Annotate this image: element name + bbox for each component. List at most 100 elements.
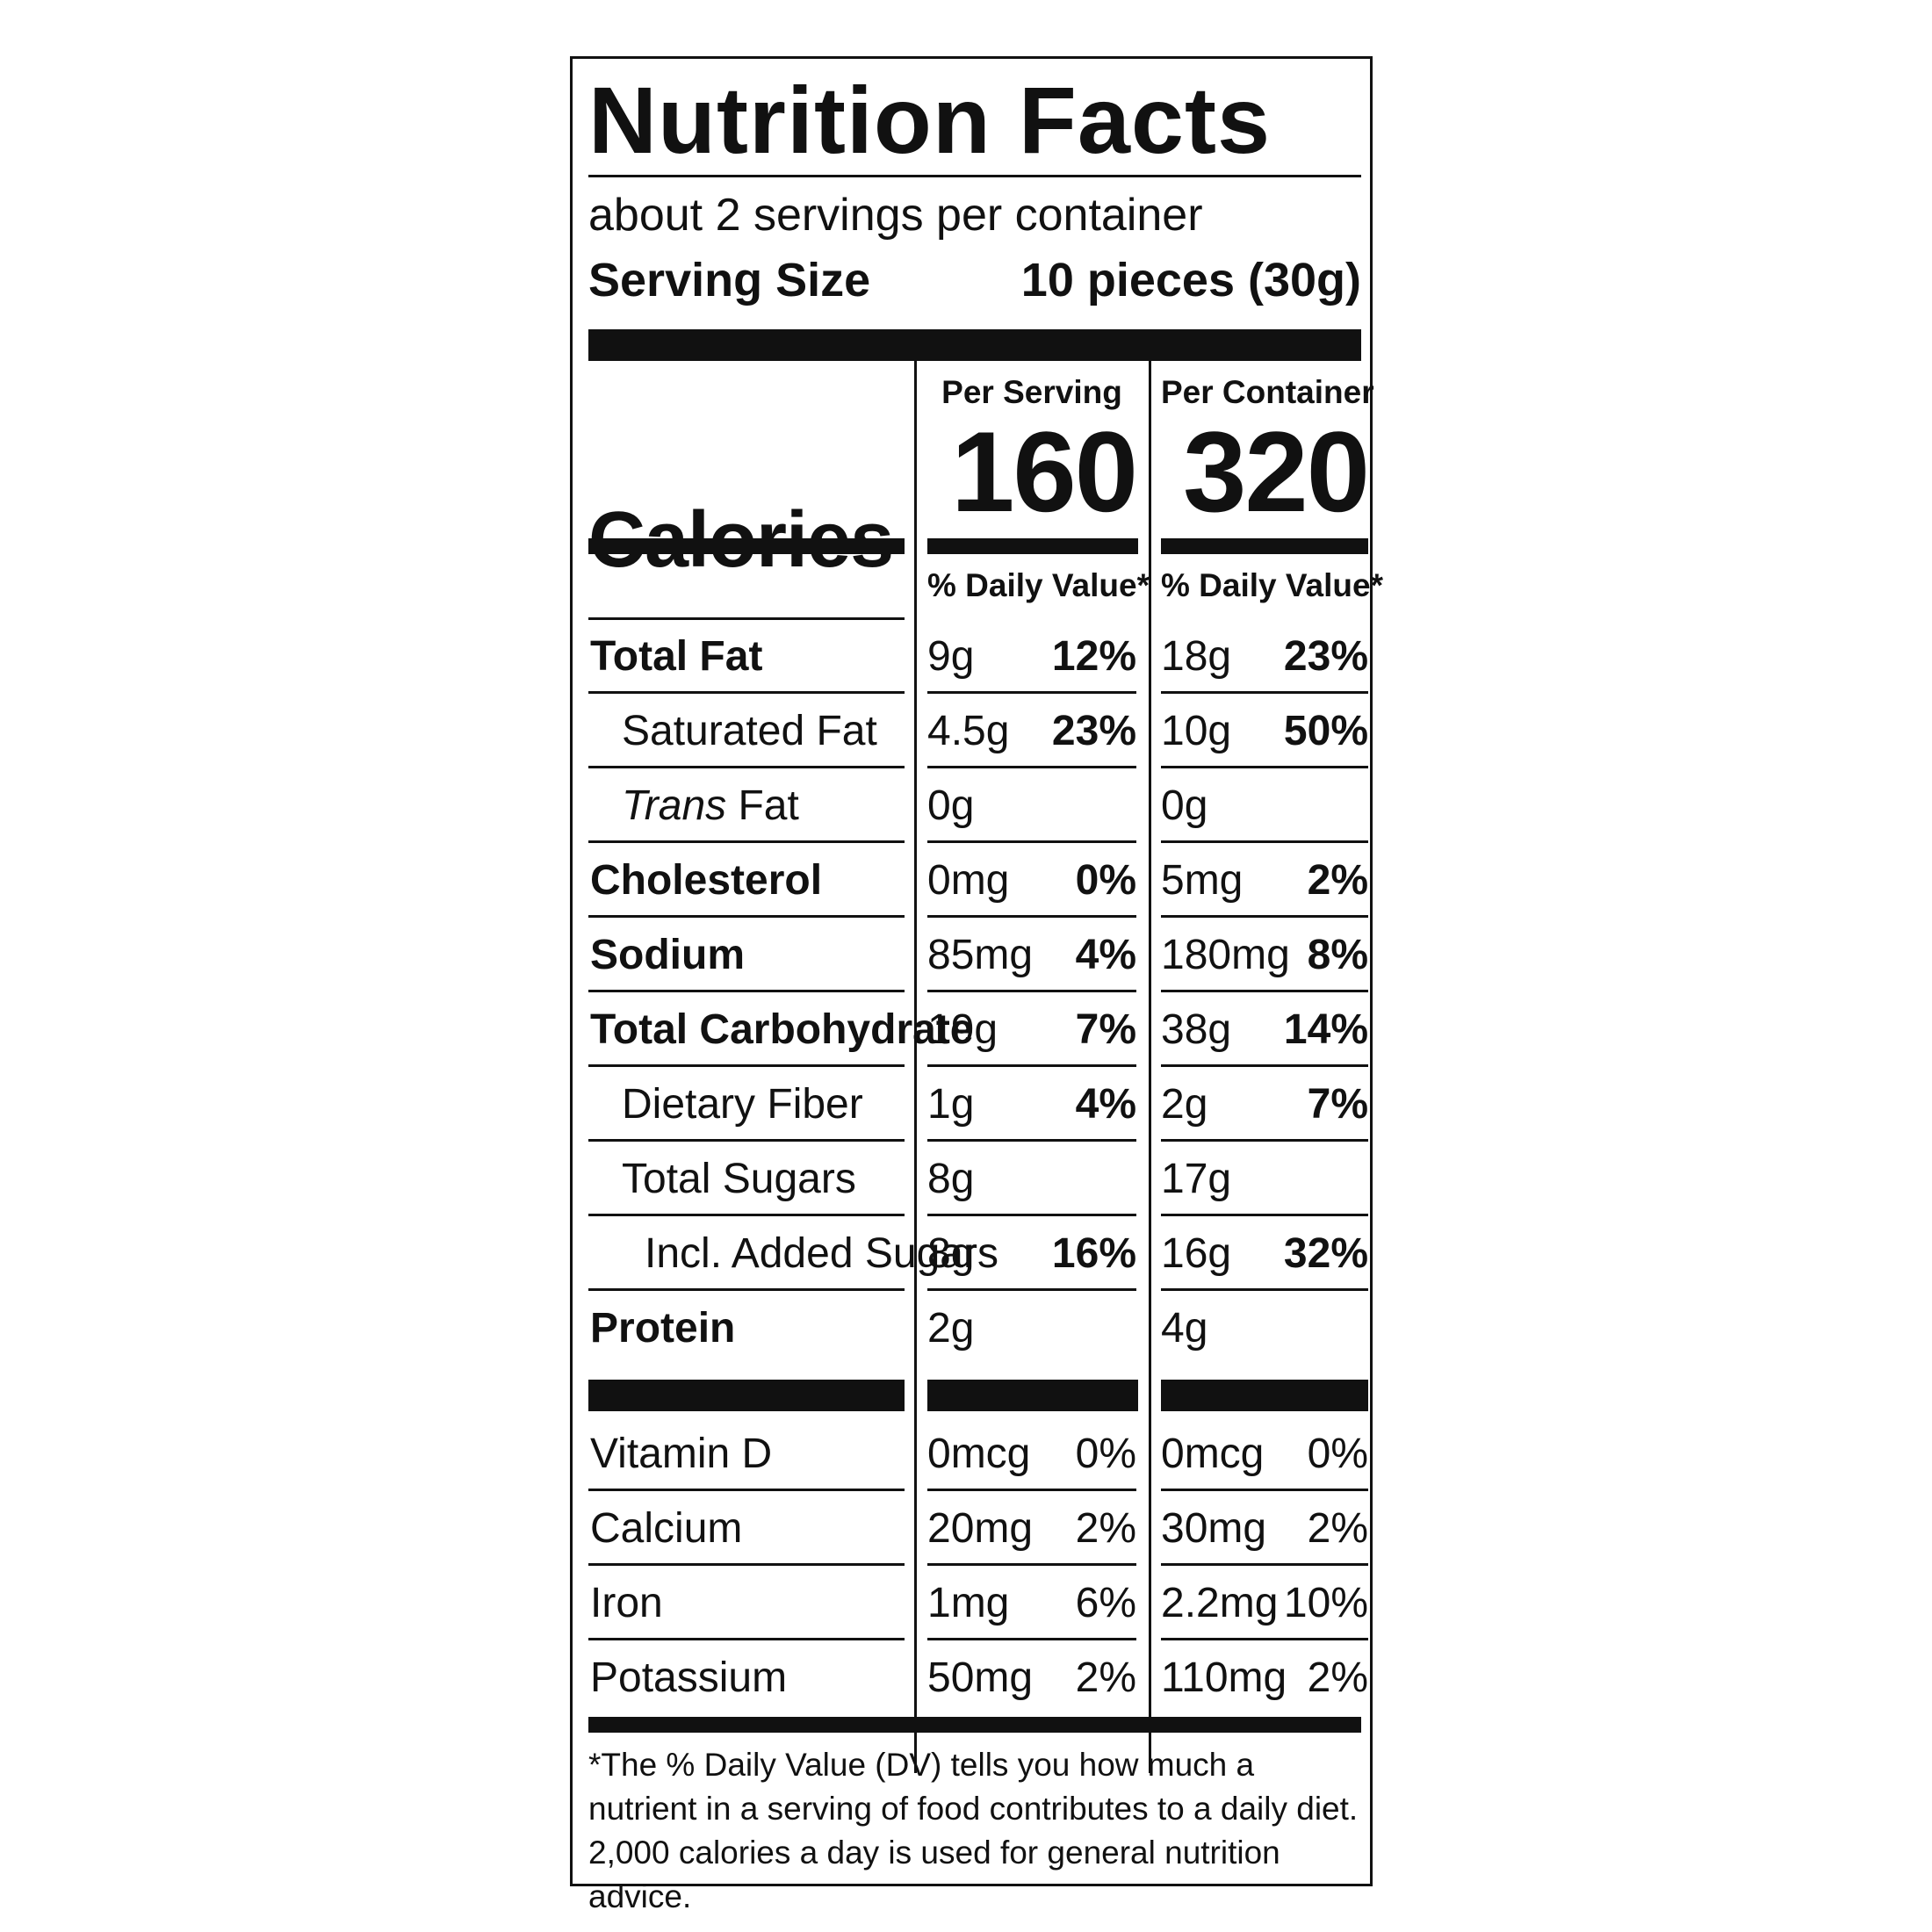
row-divider: [927, 840, 1136, 843]
calories-bar-right: [1161, 538, 1368, 554]
container-dv: 2%: [1307, 1505, 1368, 1552]
row-divider: [588, 617, 905, 620]
row-divider: [927, 1638, 1136, 1640]
row-divider: [588, 840, 905, 843]
container-amount: 110mg: [1161, 1654, 1287, 1701]
nutrient-row: Saturated Fat 4.5g 23% 10g 50%: [573, 694, 1370, 768]
container-amount: 180mg: [1161, 932, 1290, 978]
nutrient-name: Calcium: [590, 1505, 743, 1552]
servings-per-container: about 2 servings per container: [588, 190, 1203, 241]
nutrient-row: Dietary Fiber 1g 4% 2g 7%: [573, 1067, 1370, 1142]
serving-dv: 0%: [1075, 857, 1136, 904]
serving-dv: 16%: [1051, 1230, 1136, 1277]
container-amount: 17g: [1161, 1156, 1232, 1202]
micronutrient-row: Potassium 50mg 2% 110mg 2%: [573, 1640, 1370, 1715]
row-divider: [927, 1139, 1136, 1142]
row-divider: [927, 990, 1136, 992]
nutrient-name: Total Sugars: [622, 1156, 856, 1202]
thick-divider-middle: [927, 1380, 1138, 1411]
nutrient-row: Total Sugars 8g 17g: [573, 1142, 1370, 1216]
nutrient-name-rest: Fat: [738, 782, 799, 829]
column-divider-left: [914, 361, 917, 1773]
label-title: Nutrition Facts: [588, 67, 1272, 173]
row-divider: [1161, 1563, 1368, 1566]
serving-amount: 20mg: [927, 1505, 1034, 1552]
row-divider: [588, 1214, 905, 1216]
container-dv: 14%: [1283, 1006, 1368, 1053]
row-divider: [588, 766, 905, 768]
container-amount: 38g: [1161, 1006, 1232, 1053]
nutrient-row: Total Carbohydrate 19g 7% 38g 14%: [573, 992, 1370, 1067]
row-divider: [588, 915, 905, 918]
row-divider: [927, 1288, 1136, 1291]
serving-size-value: 10 pieces (30g): [1020, 254, 1361, 306]
row-divider: [588, 1288, 905, 1291]
nutrient-name: Vitamin D: [590, 1431, 773, 1477]
row-divider: [1161, 915, 1368, 918]
calories-bar-left: [588, 538, 905, 554]
container-dv: 10%: [1283, 1580, 1368, 1626]
row-divider: [927, 766, 1136, 768]
calories-per-container: 320: [1183, 407, 1370, 536]
container-dv: 2%: [1307, 1654, 1368, 1701]
nutrient-name: Protein: [590, 1305, 736, 1352]
serving-dv: 7%: [1075, 1006, 1136, 1053]
nutrient-row: Cholesterol 0mg 0% 5mg 2%: [573, 843, 1370, 918]
nutrient-name: Total Fat: [590, 633, 763, 680]
thick-divider-bottom: [588, 1717, 1361, 1733]
serving-dv: 4%: [1075, 932, 1136, 978]
row-divider: [1161, 990, 1368, 992]
serving-dv: 12%: [1051, 633, 1136, 680]
micronutrient-row: Vitamin D 0mcg 0% 0mcg 0%: [573, 1417, 1370, 1491]
per-container-header: Per Container: [1161, 374, 1374, 410]
serving-dv: 0%: [1075, 1431, 1136, 1477]
thick-divider-top: [588, 329, 1361, 361]
nutrient-name: Cholesterol: [590, 857, 823, 904]
serving-amount: 85mg: [927, 932, 1034, 978]
nutrient-row: Trans Fat 0g 0g: [573, 768, 1370, 843]
per-serving-header: Per Serving: [941, 374, 1122, 410]
nutrient-name: Trans Fat: [622, 768, 799, 843]
row-divider: [588, 1563, 905, 1566]
micronutrient-row: Iron 1mg 6% 2.2mg 10%: [573, 1566, 1370, 1640]
serving-amount: 4.5g: [927, 708, 1010, 754]
serving-amount: 9g: [927, 633, 975, 680]
serving-amount: 2g: [927, 1305, 975, 1352]
thick-divider-middle: [588, 1380, 905, 1411]
nutrient-name: Incl. Added Sugars: [645, 1230, 998, 1277]
nutrient-row: Total Fat 9g 12% 18g 23%: [573, 619, 1370, 694]
nutrient-name: Potassium: [590, 1654, 788, 1701]
row-divider: [927, 1563, 1136, 1566]
row-divider: [927, 1064, 1136, 1067]
row-divider: [927, 1489, 1136, 1491]
container-amount: 4g: [1161, 1305, 1208, 1352]
nutrient-name-italic: Trans: [622, 782, 727, 829]
container-dv: 8%: [1307, 932, 1368, 978]
nutrient-name: Iron: [590, 1580, 663, 1626]
serving-amount: 0mg: [927, 857, 1010, 904]
row-divider: [1161, 840, 1368, 843]
container-dv: 50%: [1283, 708, 1368, 754]
container-dv: 2%: [1307, 857, 1368, 904]
nutrient-row: Sodium 85mg 4% 180mg 8%: [573, 918, 1370, 992]
serving-amount: 0mcg: [927, 1431, 1031, 1477]
row-divider: [588, 1139, 905, 1142]
container-dv: 23%: [1283, 633, 1368, 680]
row-divider: [588, 1638, 905, 1640]
serving-size-row: Serving Size 10 pieces (30g): [588, 252, 1361, 308]
serving-dv: 2%: [1075, 1654, 1136, 1701]
row-divider: [1161, 1489, 1368, 1491]
serving-size-label: Serving Size: [588, 254, 871, 306]
column-divider-right: [1149, 361, 1151, 1773]
serving-dv: 23%: [1051, 708, 1136, 754]
serving-amount: 8g: [927, 1230, 975, 1277]
serving-amount: 1g: [927, 1081, 975, 1128]
calories-per-serving: 160: [951, 407, 1138, 536]
nutrient-name: Dietary Fiber: [622, 1081, 863, 1128]
container-amount: 10g: [1161, 708, 1232, 754]
micronutrient-row: Calcium 20mg 2% 30mg 2%: [573, 1491, 1370, 1566]
row-divider: [1161, 1214, 1368, 1216]
serving-amount: 50mg: [927, 1654, 1034, 1701]
dv-header-container: % Daily Value*: [1161, 567, 1383, 603]
thick-divider-middle: [1161, 1380, 1368, 1411]
